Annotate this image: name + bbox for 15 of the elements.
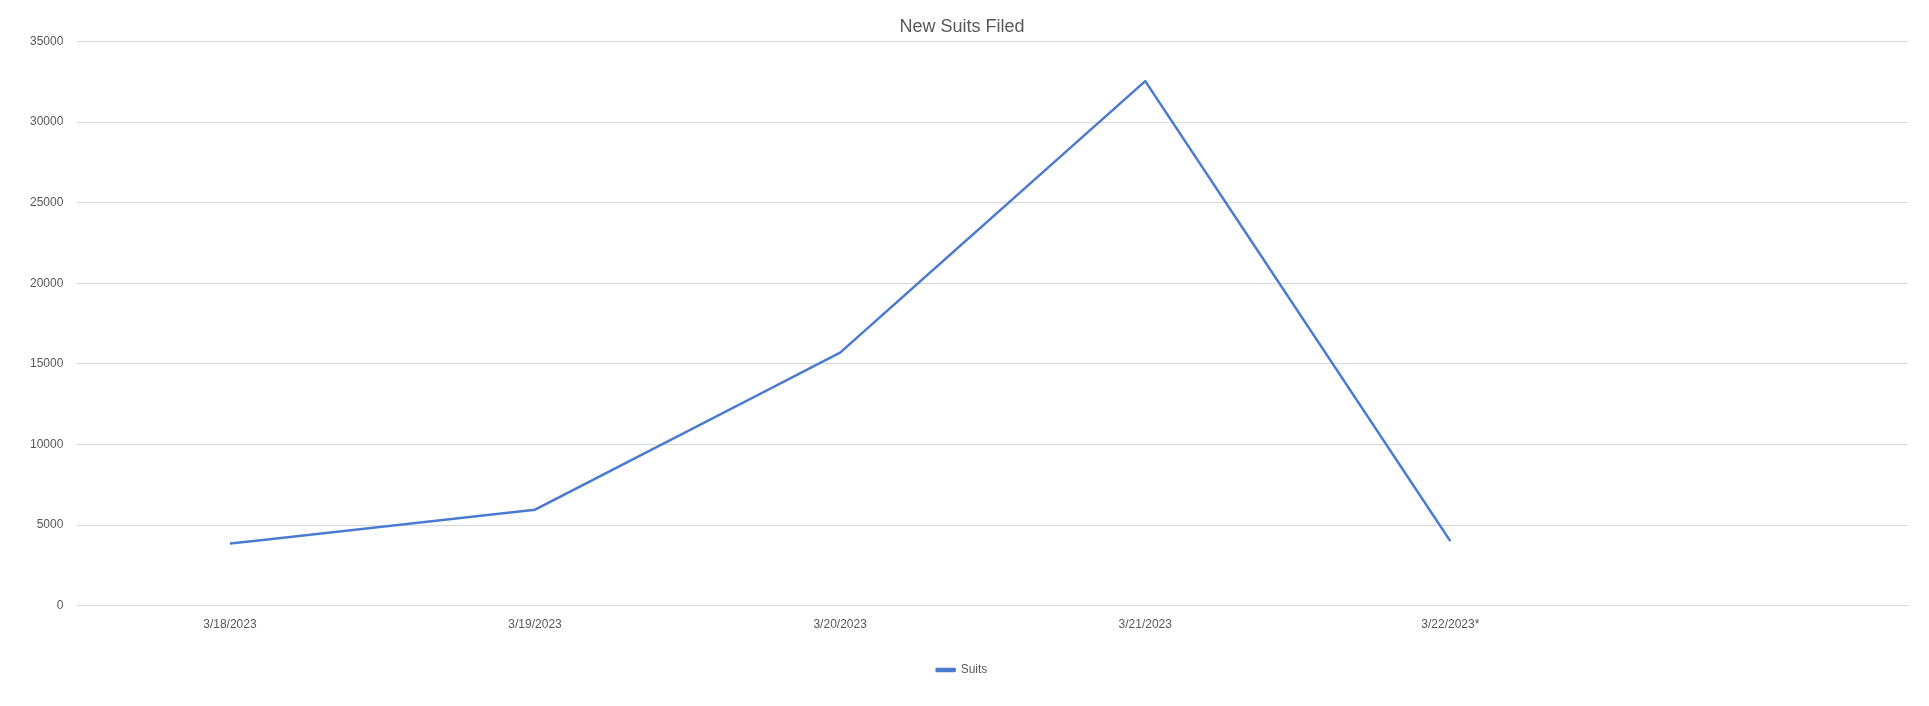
x-tick-label: 3/19/2023: [508, 617, 563, 632]
y-tick-label: 25000: [29, 195, 64, 210]
y-tick-label: 35000: [29, 33, 64, 48]
x-tick-label: 3/21/2023: [1118, 617, 1173, 632]
legend-label: Suits: [960, 662, 988, 677]
y-tick-label: 20000: [29, 275, 64, 290]
x-tick-label: 3/18/2023: [203, 617, 257, 632]
x-tick-label: 3/20/2023: [813, 617, 868, 632]
y-tick-label: 5000: [36, 517, 64, 532]
x-tick-label: 3/22/2023*: [1421, 617, 1480, 632]
y-tick-label: 15000: [29, 356, 64, 371]
y-tick-label: 0: [56, 597, 64, 612]
y-tick-label: 10000: [29, 436, 64, 451]
chart-title: New Suits Filed: [899, 15, 1025, 36]
y-tick-label: 30000: [29, 114, 64, 129]
